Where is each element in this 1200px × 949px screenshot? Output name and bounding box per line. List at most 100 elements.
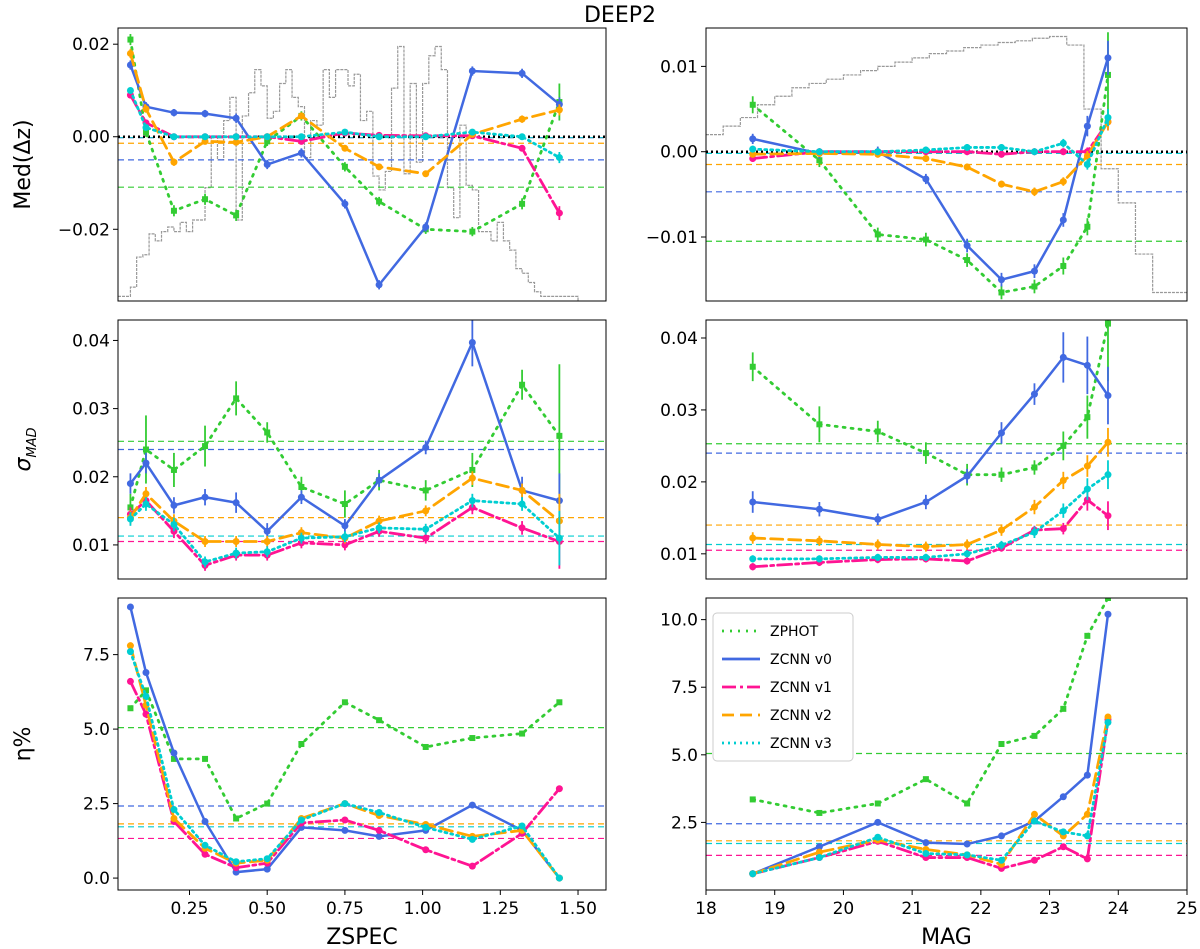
data-point	[749, 363, 756, 370]
data-point	[519, 730, 526, 737]
data-point	[469, 466, 476, 473]
data-point	[170, 207, 177, 214]
y-axis-label: η%	[11, 727, 36, 762]
data-point	[518, 500, 526, 508]
data-point	[1059, 216, 1067, 224]
data-point	[1031, 732, 1038, 739]
data-point	[1059, 828, 1067, 836]
data-point	[1059, 178, 1067, 186]
data-point	[998, 289, 1005, 296]
data-point	[468, 835, 476, 843]
series-line-zphot	[751, 322, 1110, 477]
data-point	[998, 471, 1005, 478]
series-zcnn-v3	[749, 718, 1112, 878]
data-point	[1059, 139, 1067, 147]
data-point	[468, 338, 476, 346]
y-tick-label: 0.00	[660, 143, 698, 163]
data-point	[922, 543, 930, 551]
data-point	[170, 755, 177, 762]
data-point	[468, 128, 476, 136]
data-point	[556, 699, 563, 706]
data-point	[422, 170, 430, 178]
x-axis-label: MAG	[921, 925, 972, 949]
panel-p_mag_sig: 0.01 0.02 0.03 0.04	[660, 319, 1188, 580]
data-point	[263, 527, 271, 535]
data-point	[376, 717, 383, 724]
legend-label-zcnn-v3: ZCNN v3	[770, 736, 832, 752]
data-point	[142, 105, 150, 113]
data-point	[1060, 705, 1067, 712]
data-point	[1030, 148, 1038, 156]
data-point	[815, 848, 823, 856]
x-tick-label: 23	[1039, 899, 1061, 919]
data-point	[518, 69, 526, 77]
data-point	[518, 133, 526, 141]
data-point	[1104, 54, 1112, 62]
y-tick-label: 0.03	[660, 401, 698, 421]
data-point	[232, 538, 240, 546]
y-tick-label: 0.01	[660, 545, 698, 565]
data-point	[749, 150, 757, 158]
data-point	[297, 534, 305, 542]
data-point	[518, 524, 526, 532]
data-point	[555, 874, 563, 882]
data-point	[263, 548, 271, 556]
data-point	[468, 497, 476, 505]
series-line-zcnn-v1	[751, 718, 1110, 876]
data-point	[922, 850, 930, 857]
data-point	[127, 36, 134, 43]
series-zphot	[127, 687, 563, 822]
data-point	[375, 476, 383, 484]
data-point	[815, 537, 823, 545]
series-zcnn-v3	[126, 86, 563, 164]
data-point	[749, 135, 757, 143]
data-point	[1059, 525, 1067, 533]
series-line-zcnn-v0	[751, 612, 1110, 876]
data-point	[126, 648, 134, 656]
data-point	[264, 429, 271, 436]
panel-p_zs_eta: 0.0 2.5 5.0 7.5 0.25 0.50 0.75 1.00 1.25 1.50 ZSPE…	[11, 597, 607, 949]
data-point	[963, 550, 971, 558]
data-point	[997, 150, 1005, 158]
data-point	[469, 735, 476, 742]
data-point	[1104, 392, 1112, 400]
data-point	[1083, 361, 1091, 369]
data-point	[126, 86, 134, 94]
y-tick-label: 0.02	[72, 35, 110, 55]
data-point	[749, 870, 757, 878]
data-point	[375, 809, 383, 817]
axes-frame	[705, 27, 1188, 302]
data-point	[375, 133, 383, 141]
legend: ZPHOT ZCNN v0 ZCNN v1 ZCNN v2 ZCNN v3	[712, 612, 854, 762]
data-point	[1060, 263, 1067, 270]
data-point	[1104, 471, 1112, 479]
data-point	[874, 148, 882, 156]
data-point	[375, 832, 383, 840]
y-axis-label: Med(Δz)	[11, 119, 36, 209]
data-point	[170, 466, 177, 473]
x-axis-label: ZSPEC	[326, 925, 398, 949]
x-tick-label: 0.75	[326, 899, 364, 919]
series-zphot	[127, 364, 563, 522]
data-point	[555, 209, 563, 217]
x-tick-label: 0.25	[171, 899, 209, 919]
axes-frame	[117, 27, 607, 302]
data-point	[1084, 414, 1091, 421]
series-line-zphot	[751, 598, 1110, 815]
series-line-zcnn-v3	[751, 720, 1110, 876]
data-point	[1083, 152, 1091, 160]
series-zphot	[749, 320, 1111, 486]
panel-p_zs_sig: 0.01 0.02 0.03 0.04 σMAD	[11, 319, 607, 580]
data-point	[126, 642, 134, 650]
data-point	[1030, 390, 1038, 398]
plot-area-p_mag_sig	[706, 320, 1187, 571]
y-tick-label: 0.0	[83, 869, 110, 889]
data-point	[519, 381, 526, 388]
data-point	[874, 540, 882, 548]
data-point	[422, 443, 430, 451]
x-tick-label: 18	[695, 899, 717, 919]
data-point	[816, 809, 823, 816]
data-point	[963, 472, 971, 480]
data-point	[142, 446, 149, 453]
data-point	[1059, 353, 1067, 361]
